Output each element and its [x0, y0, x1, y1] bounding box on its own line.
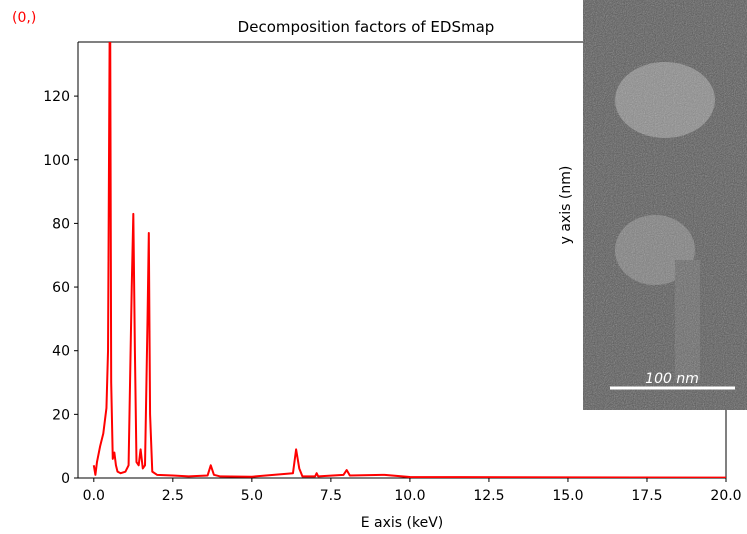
y-tick-label: 60 [52, 280, 70, 296]
x-tick-label: 17.5 [631, 488, 662, 504]
x-tick-label: 10.0 [394, 488, 425, 504]
y-tick-label: 80 [52, 216, 70, 232]
x-tick-label: 20.0 [710, 488, 741, 504]
inset-y-label: y axis (nm) [558, 166, 574, 245]
y-tick-label: 0 [61, 471, 70, 487]
data-line [92, 42, 726, 478]
y-tick-label: 100 [43, 153, 70, 169]
x-tick-label: 5.0 [241, 488, 263, 504]
x-tick-label: 2.5 [162, 488, 184, 504]
scale-bar-label: 100 nm [645, 371, 699, 387]
y-tick-label: 20 [52, 407, 70, 423]
y-tick-label: 40 [52, 344, 70, 360]
corner-label: (0,) [12, 10, 36, 26]
x-tick-label: 15.0 [552, 488, 583, 504]
axes: Decomposition factors of EDSmap E axis (k… [43, 18, 741, 531]
x-tick-label: 0.0 [83, 488, 105, 504]
inset-image [583, 0, 747, 410]
y-tick-label: 120 [43, 89, 70, 105]
x-axis-label: E axis (keV) [361, 515, 444, 531]
chart-title: Decomposition factors of EDSmap [238, 18, 495, 36]
x-tick-label: 7.5 [320, 488, 342, 504]
x-tick-label: 12.5 [473, 488, 504, 504]
